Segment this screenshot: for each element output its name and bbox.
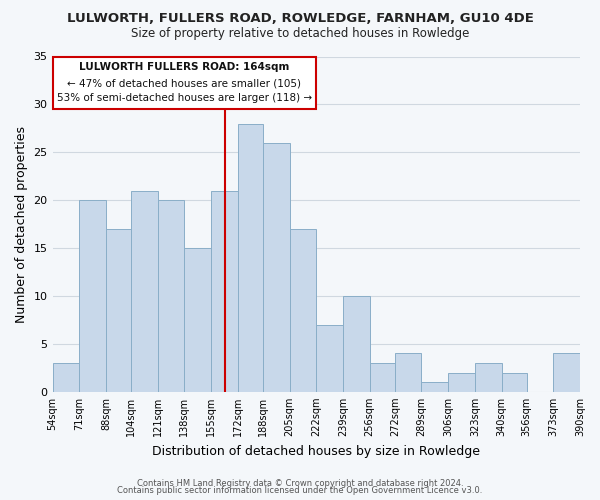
Text: Contains public sector information licensed under the Open Government Licence v3: Contains public sector information licen… bbox=[118, 486, 482, 495]
Bar bbox=[290, 229, 316, 392]
Bar bbox=[553, 354, 580, 392]
Bar bbox=[395, 354, 421, 392]
Bar bbox=[502, 372, 527, 392]
Bar bbox=[184, 248, 211, 392]
X-axis label: Distribution of detached houses by size in Rowledge: Distribution of detached houses by size … bbox=[152, 444, 480, 458]
Text: LULWORTH, FULLERS ROAD, ROWLEDGE, FARNHAM, GU10 4DE: LULWORTH, FULLERS ROAD, ROWLEDGE, FARNHA… bbox=[67, 12, 533, 26]
FancyBboxPatch shape bbox=[53, 56, 316, 109]
Bar bbox=[53, 363, 79, 392]
Text: ← 47% of detached houses are smaller (105): ← 47% of detached houses are smaller (10… bbox=[67, 78, 301, 88]
Bar bbox=[106, 229, 131, 392]
Bar bbox=[263, 142, 290, 392]
Bar bbox=[158, 200, 184, 392]
Bar bbox=[343, 296, 370, 392]
Text: LULWORTH FULLERS ROAD: 164sqm: LULWORTH FULLERS ROAD: 164sqm bbox=[79, 62, 290, 72]
Bar bbox=[131, 190, 158, 392]
Bar bbox=[316, 324, 343, 392]
Y-axis label: Number of detached properties: Number of detached properties bbox=[15, 126, 28, 322]
Bar bbox=[448, 372, 475, 392]
Bar bbox=[370, 363, 395, 392]
Bar bbox=[79, 200, 106, 392]
Bar bbox=[421, 382, 448, 392]
Bar bbox=[238, 124, 263, 392]
Text: Size of property relative to detached houses in Rowledge: Size of property relative to detached ho… bbox=[131, 28, 469, 40]
Text: 53% of semi-detached houses are larger (118) →: 53% of semi-detached houses are larger (… bbox=[57, 93, 312, 103]
Text: Contains HM Land Registry data © Crown copyright and database right 2024.: Contains HM Land Registry data © Crown c… bbox=[137, 478, 463, 488]
Bar bbox=[475, 363, 502, 392]
Bar bbox=[211, 190, 238, 392]
